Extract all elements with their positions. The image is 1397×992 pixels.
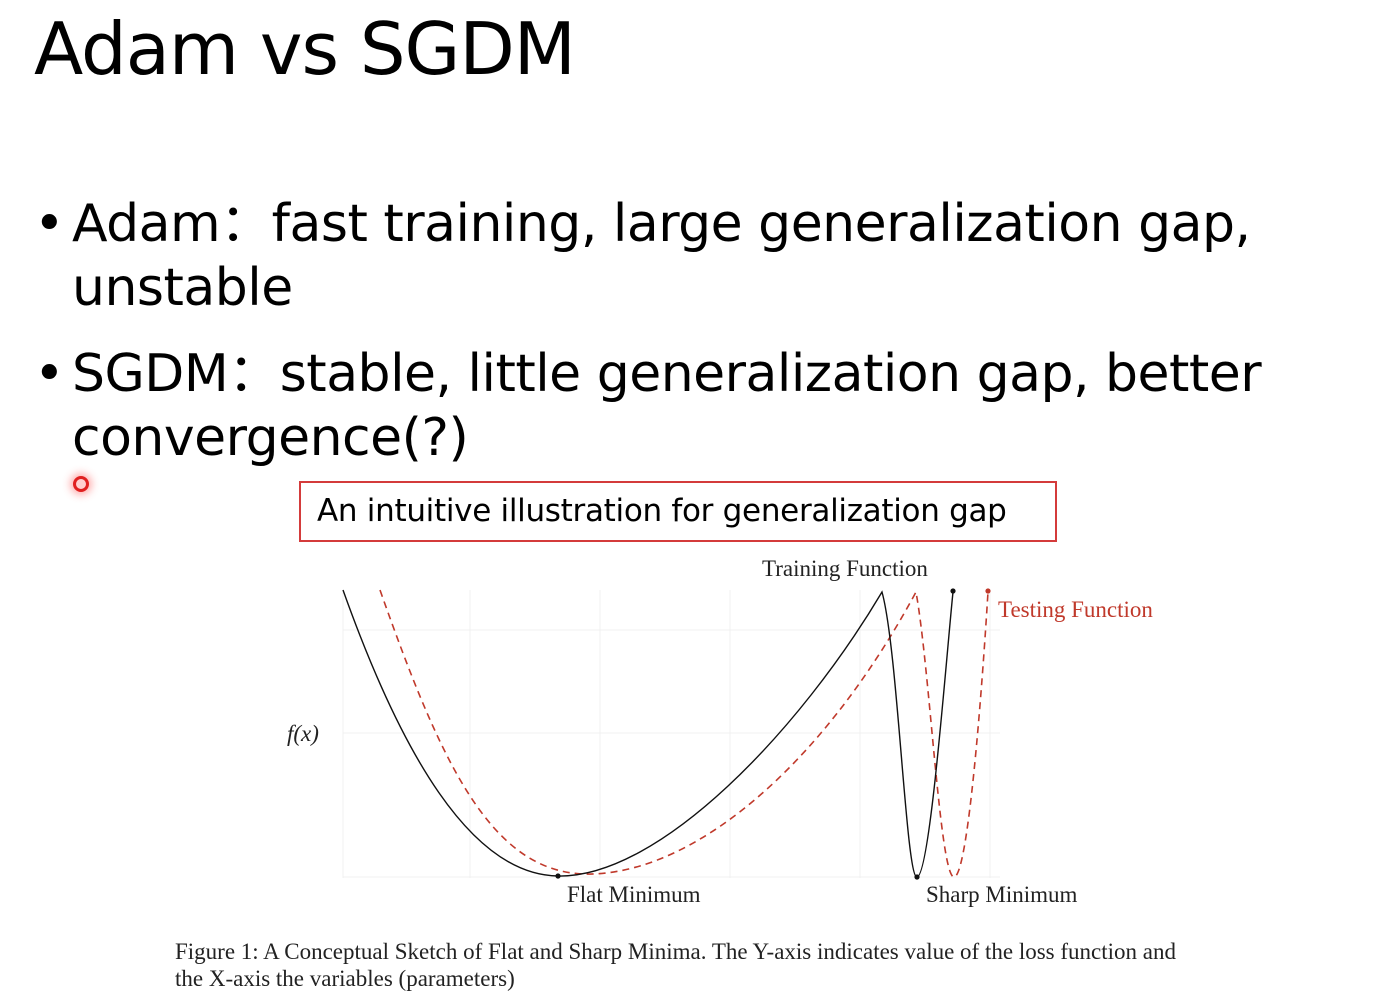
sharp-minimum-label: Sharp Minimum <box>926 882 1078 907</box>
figure-caption: Figure 1: A Conceptual Sketch of Flat an… <box>175 939 1176 991</box>
bullet-adam: • Adam：fast training, large generalizati… <box>34 192 1374 320</box>
background-grid <box>342 590 1000 878</box>
testing-function-label: Testing Function <box>998 597 1153 622</box>
minima-sketch: f(x) Training Function Testing Function … <box>287 556 1153 907</box>
bullet-marker: • <box>34 194 65 254</box>
laser-pointer-icon <box>73 476 89 492</box>
bullet-text: SGDM：stable, little generalization gap, … <box>72 344 1262 468</box>
training-function-label: Training Function <box>762 556 928 581</box>
y-axis-label: f(x) <box>287 721 319 746</box>
callout-box: An intuitive illustration for generaliza… <box>299 481 1057 542</box>
training-peak-dot <box>950 588 956 594</box>
flat-minimum-label: Flat Minimum <box>567 882 701 907</box>
bullet-text: Adam：fast training, large generalization… <box>72 194 1251 318</box>
sharp-minimum-dot <box>914 874 920 880</box>
bullet-sgdm: • SGDM：stable, little generalization gap… <box>34 342 1374 470</box>
bullet-list: • Adam：fast training, large generalizati… <box>34 192 1374 492</box>
training-function-curve <box>342 589 954 878</box>
slide-title: Adam vs SGDM <box>34 7 576 91</box>
bullet-marker: • <box>34 344 65 404</box>
testing-peak-dot <box>985 588 991 594</box>
testing-function-curve <box>379 589 989 878</box>
flat-minimum-dot <box>555 873 561 879</box>
